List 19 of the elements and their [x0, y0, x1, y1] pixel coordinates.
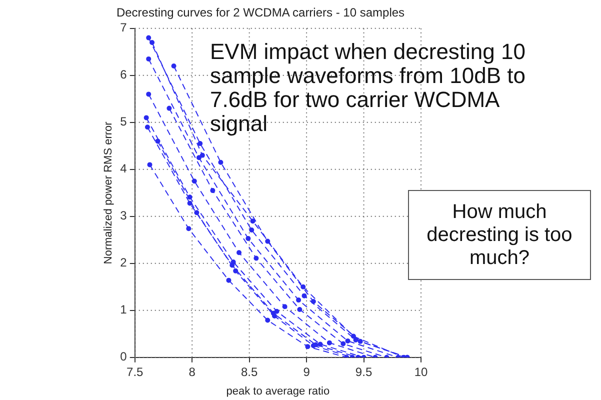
annotation: EVM impact when decresting 10 sample waveforms from 10dB to 7.6dB for two carrier WCDMA signal	[210, 39, 526, 136]
x-axis-title: peak to average ratio	[226, 385, 330, 398]
x-tick-label: 9	[303, 364, 310, 379]
x-tick-label: 9.5	[355, 364, 372, 379]
x-tick-label: 8.5	[240, 364, 258, 379]
x-tick-label: 8	[188, 364, 196, 379]
y-tick-label: 4	[120, 162, 128, 176]
chart-title: Decresting curves for 2 WCDMA carriers - 10 samples	[116, 6, 405, 20]
y-tick-label: 0	[120, 350, 128, 364]
text: How much decresting is too much?	[408, 190, 591, 280]
y-tick-label: 5	[120, 114, 128, 129]
y-tick-label: 1	[120, 302, 128, 317]
y-tick-label: 3	[120, 208, 128, 223]
x-tick-label: 10	[414, 364, 428, 379]
y-axis-title: Normalized power RMS error	[102, 121, 115, 264]
x-tick-label: 7.5	[126, 364, 144, 379]
y-tick-label: 2	[120, 256, 128, 270]
y-tick-label: 7	[120, 20, 128, 35]
y-tick-label: 6	[120, 68, 128, 82]
